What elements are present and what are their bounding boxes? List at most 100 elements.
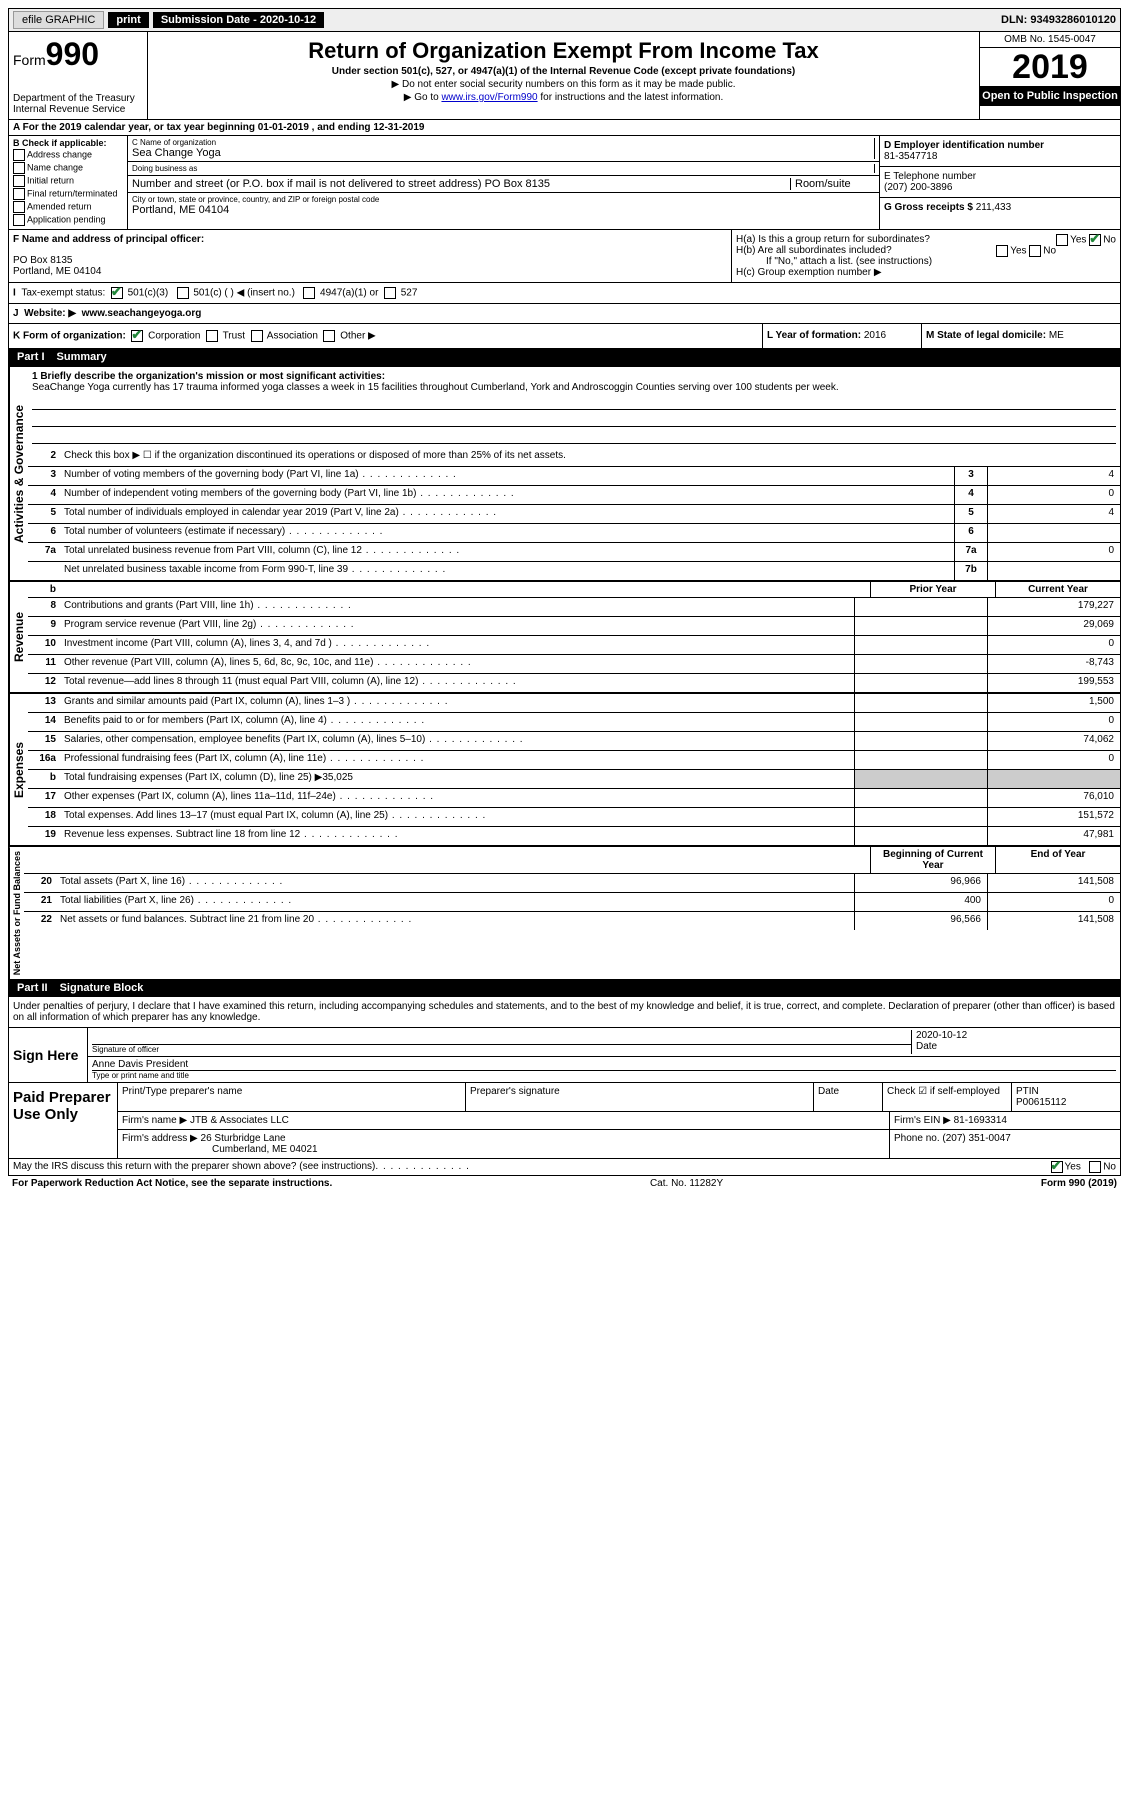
firm-ein: 81-1693314 [954, 1115, 1007, 1126]
chk-address-change[interactable]: Address change [13, 149, 123, 161]
table-row: b Total fundraising expenses (Part IX, c… [28, 770, 1120, 789]
note-link: ▶ Go to www.irs.gov/Form990 for instruct… [152, 92, 975, 103]
omb-number: OMB No. 1545-0047 [980, 32, 1120, 48]
table-row: 22 Net assets or fund balances. Subtract… [24, 912, 1120, 930]
cat-no: Cat. No. 11282Y [332, 1178, 1041, 1189]
part-2-header: Part II Signature Block [8, 980, 1121, 997]
form-subtitle: Under section 501(c), 527, or 4947(a)(1)… [152, 66, 975, 77]
box-b-label: B Check if applicable: [13, 138, 123, 148]
addr-label: Number and street (or P.O. box if mail i… [132, 178, 482, 190]
table-row: 3 Number of voting members of the govern… [28, 467, 1120, 486]
note-ssn: ▶ Do not enter social security numbers o… [152, 79, 975, 90]
row-klm: K Form of organization: Corporation Trus… [8, 324, 1121, 349]
row-a-period: A For the 2019 calendar year, or tax yea… [8, 120, 1121, 136]
sig-date-label: Date [916, 1041, 937, 1052]
firm-phone: (207) 351-0047 [942, 1133, 1010, 1144]
prep-sig-label: Preparer's signature [466, 1083, 814, 1111]
firm-addr1: 26 Sturbridge Lane [201, 1133, 286, 1144]
sidebar-revenue: Revenue [9, 582, 28, 692]
table-row: 12 Total revenue—add lines 8 through 11 … [28, 674, 1120, 692]
row-j-website: J Website: ▶ www.seachangeyoga.org [8, 304, 1121, 324]
chk-final-return[interactable]: Final return/terminated [13, 188, 123, 200]
hdr-prior-year: Prior Year [870, 582, 995, 597]
officer-addr2: Portland, ME 04104 [13, 266, 727, 277]
website-value: www.seachangeyoga.org [82, 308, 202, 319]
mission-box: 1 Briefly describe the organization's mi… [28, 367, 1120, 448]
efile-label: efile GRAPHIC [13, 11, 104, 29]
sig-date-value: 2020-10-12 [916, 1030, 1116, 1041]
print-button[interactable]: print [108, 12, 148, 28]
ein-value: 81-3547718 [884, 151, 1116, 162]
section-netassets: Net Assets or Fund Balances Beginning of… [8, 846, 1121, 980]
paperwork-notice: For Paperwork Reduction Act Notice, see … [12, 1178, 332, 1189]
table-row: 13 Grants and similar amounts paid (Part… [28, 694, 1120, 713]
chk-initial-return[interactable]: Initial return [13, 175, 123, 187]
officer-label: F Name and address of principal officer: [13, 234, 727, 245]
table-row: 6 Total number of volunteers (estimate i… [28, 524, 1120, 543]
form-number: 990 [46, 36, 99, 72]
table-row: 9 Program service revenue (Part VIII, li… [28, 617, 1120, 636]
submission-date: Submission Date - 2020-10-12 [153, 12, 324, 28]
org-name: Sea Change Yoga [132, 147, 221, 159]
mission-text: SeaChange Yoga currently has 17 trauma i… [32, 382, 1116, 393]
gross-value: 211,433 [976, 202, 1011, 213]
form-ref: Form 990 (2019) [1041, 1178, 1117, 1189]
entity-info-grid: B Check if applicable: Address change Na… [8, 136, 1121, 230]
open-public-badge: Open to Public Inspection [980, 86, 1120, 106]
prep-name-label: Print/Type preparer's name [118, 1083, 466, 1111]
officer-name-title: Anne Davis President [92, 1059, 1116, 1070]
city-label: City or town, state or province, country… [132, 195, 875, 204]
form-title: Return of Organization Exempt From Incom… [152, 38, 975, 64]
table-row: 17 Other expenses (Part IX, column (A), … [28, 789, 1120, 808]
irs-link[interactable]: www.irs.gov/Form990 [441, 92, 537, 103]
sidebar-netassets: Net Assets or Fund Balances [9, 847, 24, 979]
header-right: OMB No. 1545-0047 2019 Open to Public In… [979, 32, 1120, 119]
chk-amended[interactable]: Amended return [13, 201, 123, 213]
hdr-end-year: End of Year [995, 847, 1120, 873]
sidebar-governance: Activities & Governance [9, 367, 28, 580]
gross-label: G Gross receipts $ [884, 202, 973, 213]
table-row: 7a Total unrelated business revenue from… [28, 543, 1120, 562]
form-word: Form [13, 52, 46, 68]
dln-label: DLN: 93493286010120 [1001, 14, 1116, 26]
hdr-b: b [28, 582, 60, 597]
sig-officer-label: Signature of officer [92, 1044, 911, 1054]
h-note: If "No," attach a list. (see instruction… [736, 256, 1116, 267]
sign-here-label: Sign Here [9, 1028, 88, 1082]
signature-block: Under penalties of perjury, I declare th… [8, 997, 1121, 1159]
discuss-row: May the IRS discuss this return with the… [8, 1159, 1121, 1176]
self-employed: Check ☑ if self-employed [883, 1083, 1012, 1111]
box-k: K Form of organization: Corporation Trus… [9, 324, 762, 348]
table-row: 8 Contributions and grants (Part VIII, l… [28, 598, 1120, 617]
discuss-label: May the IRS discuss this return with the… [13, 1161, 375, 1173]
phone-value: (207) 200-3896 [884, 182, 1116, 193]
dba-label: Doing business as [132, 164, 870, 173]
table-row: 15 Salaries, other compensation, employe… [28, 732, 1120, 751]
part-1-header: Part I Summary [8, 349, 1121, 366]
table-row: 19 Revenue less expenses. Subtract line … [28, 827, 1120, 845]
tax-year: 2019 [980, 48, 1120, 86]
right-info-column: D Employer identification number 81-3547… [879, 136, 1120, 229]
header-middle: Return of Organization Exempt From Incom… [148, 32, 979, 119]
chk-app-pending[interactable]: Application pending [13, 214, 123, 226]
table-row: 18 Total expenses. Add lines 13–17 (must… [28, 808, 1120, 827]
sidebar-expenses: Expenses [9, 694, 28, 845]
row-i-tax-status: I Tax-exempt status: 501(c)(3) 501(c) ( … [8, 283, 1121, 304]
section-revenue: Revenue b Prior Year Current Year 8 Cont… [8, 581, 1121, 693]
h-c-label: H(c) Group exemption number ▶ [736, 267, 1116, 278]
box-h: H(a) Is this a group return for subordin… [731, 230, 1120, 282]
ein-label: D Employer identification number [884, 140, 1116, 151]
box-m: M State of legal domicile: ME [921, 324, 1120, 348]
box-c: C Name of organization Sea Change Yoga D… [128, 136, 879, 229]
chk-name-change[interactable]: Name change [13, 162, 123, 174]
name-title-label: Type or print name and title [92, 1070, 1116, 1080]
table-row: 20 Total assets (Part X, line 16) 96,966… [24, 874, 1120, 893]
dept-treasury: Department of the Treasury [13, 93, 143, 104]
line-2-desc: Check this box ▶ ☐ if the organization d… [60, 448, 1120, 466]
city-value: Portland, ME 04104 [132, 204, 229, 216]
table-row: 21 Total liabilities (Part X, line 26) 4… [24, 893, 1120, 912]
hdr-begin-year: Beginning of Current Year [870, 847, 995, 873]
h-a-label: H(a) Is this a group return for subordin… [736, 234, 930, 245]
box-l: L Year of formation: 2016 [762, 324, 921, 348]
table-row: 5 Total number of individuals employed i… [28, 505, 1120, 524]
